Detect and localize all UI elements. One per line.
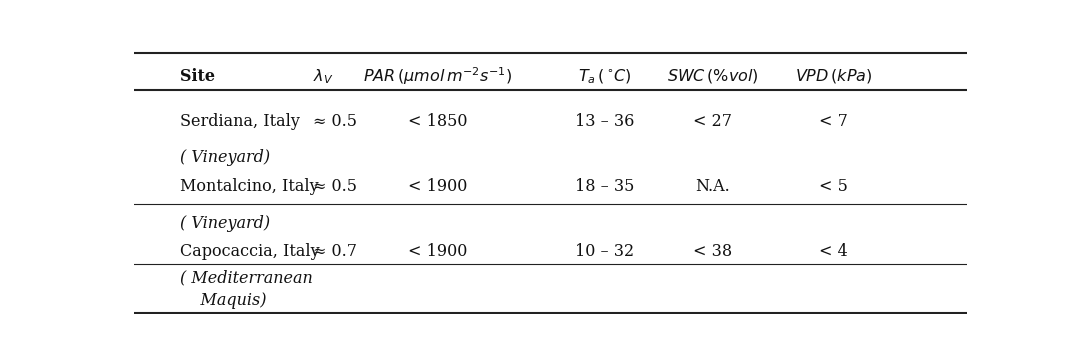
Text: $PAR\,(\mu mol\,m^{-2}s^{-1})$: $PAR\,(\mu mol\,m^{-2}s^{-1})$ [363, 66, 512, 87]
Text: < 4: < 4 [819, 243, 847, 260]
Text: N.A.: N.A. [695, 178, 730, 195]
Text: < 7: < 7 [819, 113, 847, 130]
Text: ≈ 0.5: ≈ 0.5 [314, 178, 358, 195]
Text: < 1900: < 1900 [408, 243, 468, 260]
Text: ( Mediterranean: ( Mediterranean [180, 269, 313, 286]
Text: $T_a\,({}^\circ\!C)$: $T_a\,({}^\circ\!C)$ [578, 67, 632, 85]
Text: 18 – 35: 18 – 35 [575, 178, 635, 195]
Text: Maquis): Maquis) [180, 292, 266, 309]
Text: < 27: < 27 [693, 113, 732, 130]
Text: ≈ 0.7: ≈ 0.7 [314, 243, 358, 260]
Text: $VPD\,(kPa)$: $VPD\,(kPa)$ [795, 67, 872, 85]
Text: ( Vineyard): ( Vineyard) [180, 149, 271, 166]
Text: 10 – 32: 10 – 32 [575, 243, 634, 260]
Text: ≈ 0.5: ≈ 0.5 [314, 113, 358, 130]
Text: ( Vineyard): ( Vineyard) [180, 215, 271, 232]
Text: < 1900: < 1900 [408, 178, 468, 195]
Text: $\lambda_V$: $\lambda_V$ [314, 67, 334, 86]
Text: Montalcino, Italy: Montalcino, Italy [180, 178, 319, 195]
Text: Capocaccia, Italy: Capocaccia, Italy [180, 243, 320, 260]
Text: Site: Site [180, 68, 215, 85]
Text: $SWC\,(\%vol)$: $SWC\,(\%vol)$ [667, 67, 758, 85]
Text: < 38: < 38 [693, 243, 732, 260]
Text: 13 – 36: 13 – 36 [575, 113, 635, 130]
Text: Serdiana, Italy: Serdiana, Italy [180, 113, 300, 130]
Text: < 1850: < 1850 [408, 113, 468, 130]
Text: < 5: < 5 [819, 178, 847, 195]
